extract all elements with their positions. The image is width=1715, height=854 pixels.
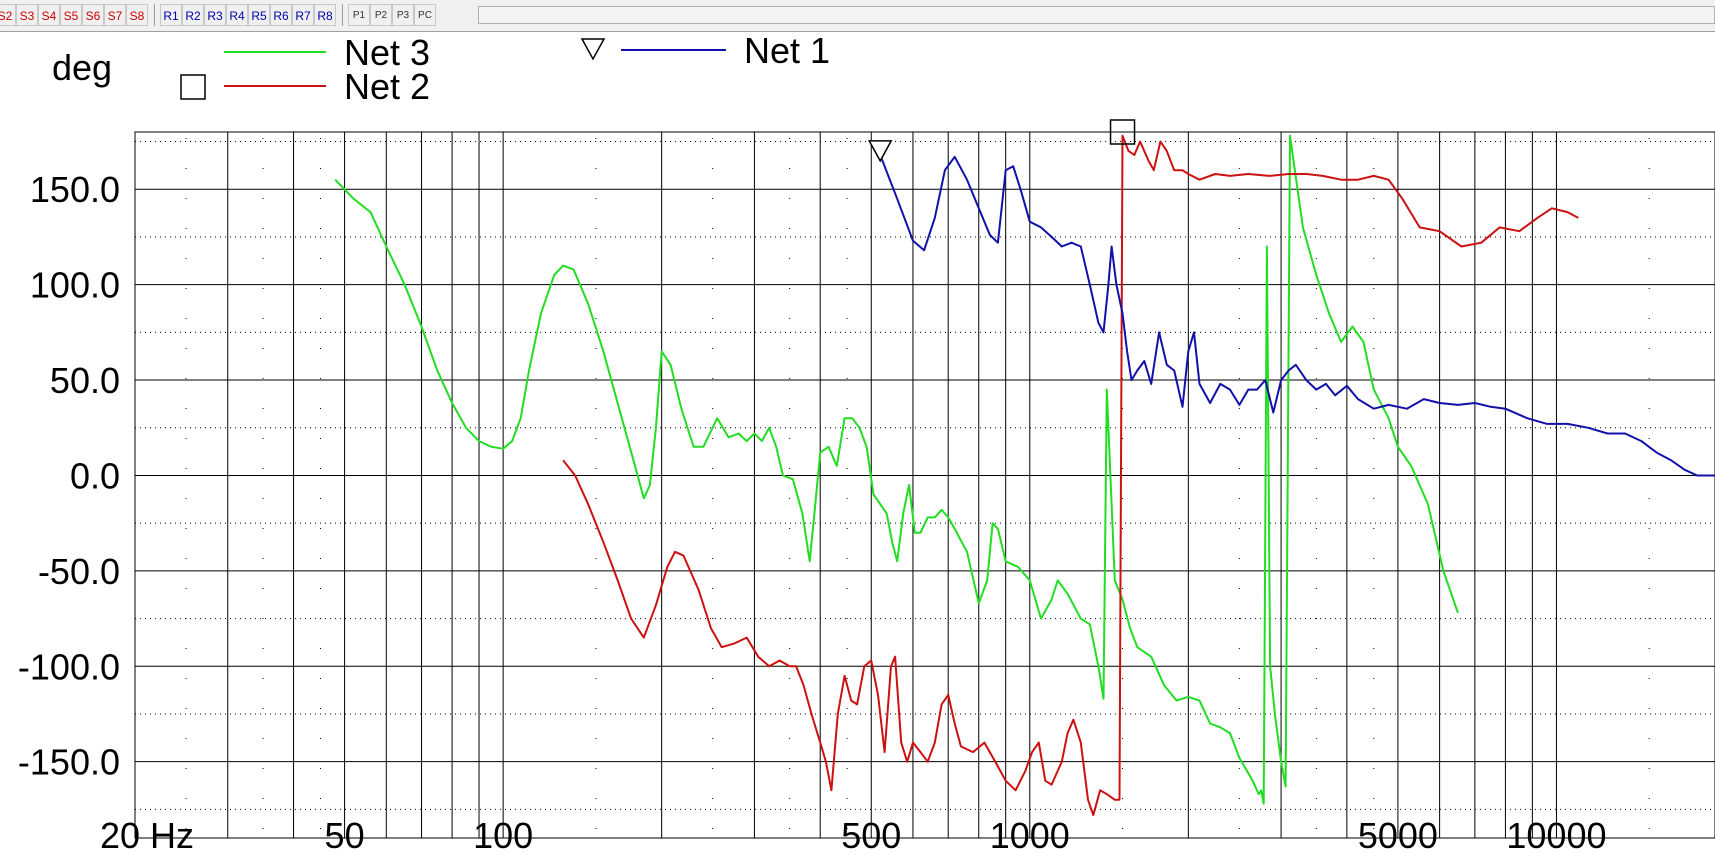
toolbar-button-r7[interactable]: R7 <box>292 4 314 26</box>
toolbar-button-r8[interactable]: R8 <box>314 4 336 26</box>
toolbar-separator <box>154 4 155 26</box>
toolbar-button-r3[interactable]: R3 <box>204 4 226 26</box>
toolbar-button-s6[interactable]: S6 <box>82 4 104 26</box>
series-line-net-1 <box>879 154 1715 477</box>
toolbar-button-r5[interactable]: R5 <box>248 4 270 26</box>
square-marker <box>1109 119 1136 145</box>
y-tick-label: 50.0 <box>50 360 120 401</box>
y-tick-label: 150.0 <box>30 169 120 210</box>
toolbar-button-p2[interactable]: P2 <box>370 4 392 26</box>
toolbar-button-p3[interactable]: P3 <box>392 4 414 26</box>
y-tick-label: -150.0 <box>18 742 120 783</box>
toolbar-button-s5[interactable]: S5 <box>60 4 82 26</box>
x-tick-label: 500 <box>841 815 901 854</box>
x-tick-label: 50 <box>325 815 365 854</box>
toolbar-button-r1[interactable]: R1 <box>160 4 182 26</box>
legend-triangle-icon <box>580 38 606 61</box>
toolbar-button-r6[interactable]: R6 <box>270 4 292 26</box>
plot-frame <box>134 131 1715 839</box>
x-tick-label: 5000 <box>1358 815 1438 854</box>
toolbar-button-s2[interactable]: S2 <box>0 4 16 26</box>
toolbar-button-r4[interactable]: R4 <box>226 4 248 26</box>
toolbar-button-s7[interactable]: S7 <box>104 4 126 26</box>
grid <box>134 131 1715 839</box>
toolbar-button-s8[interactable]: S8 <box>126 4 148 26</box>
x-tick-label: 20 Hz <box>100 815 194 854</box>
toolbar-button-r2[interactable]: R2 <box>182 4 204 26</box>
y-tick-label: 0.0 <box>70 455 120 496</box>
triangle-marker <box>867 140 893 163</box>
y-tick-label: -50.0 <box>38 551 120 592</box>
toolbar-button-s4[interactable]: S4 <box>38 4 60 26</box>
x-tick-label: 10000 <box>1506 815 1606 854</box>
series-group <box>334 134 1715 817</box>
x-tick-label: 1000 <box>990 815 1070 854</box>
y-tick-label: -100.0 <box>18 646 120 687</box>
toolbar-separator <box>342 4 343 26</box>
y-tick-labels: 150.0 100.0 50.0 0.0 -50.0 -100.0 -150.0 <box>18 169 120 782</box>
toolbar-button-pc[interactable]: PC <box>414 4 436 26</box>
legend-label-net-3: Net 3 <box>344 32 430 73</box>
x-tick-labels: 20 Hz 50 100 500 1000 5000 10000 <box>100 815 1607 854</box>
series-line-net-2 <box>562 134 1579 817</box>
markers <box>867 119 1136 163</box>
toolbar-button-p1[interactable]: P1 <box>348 4 370 26</box>
y-tick-label: 100.0 <box>30 265 120 306</box>
toolbar: S2 S3 S4 S5 S6 S7 S8 R1 R2 R3 R4 R5 R6 R7 R8 P1 P2 P3 PC <box>0 0 1715 32</box>
legend-label-net-1: Net 1 <box>744 32 830 71</box>
toolbar-button-s3[interactable]: S3 <box>16 4 38 26</box>
series-line-net-3 <box>334 134 1459 805</box>
legend-label-net-2: Net 2 <box>344 66 430 107</box>
legend-square-icon <box>180 74 206 100</box>
toolbar-input[interactable] <box>478 6 1715 24</box>
x-tick-label: 100 <box>473 815 533 854</box>
y-axis-label: deg <box>52 47 112 88</box>
